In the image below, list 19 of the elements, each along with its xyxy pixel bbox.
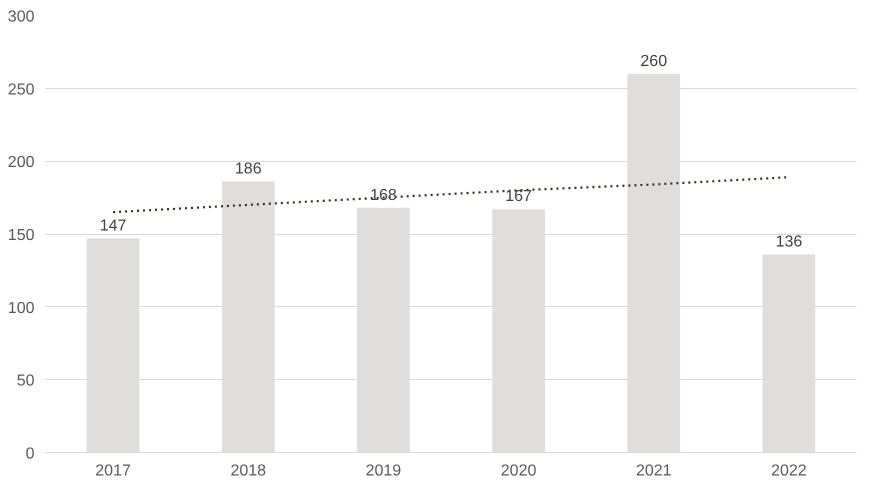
data-label: 167 <box>505 188 532 206</box>
x-tick-label: 2017 <box>95 462 131 480</box>
x-tick-label: 2020 <box>500 462 536 480</box>
x-tick-label: 2018 <box>230 462 266 480</box>
y-tick-label: 150 <box>8 227 35 244</box>
x-tick-label: 2019 <box>366 462 402 480</box>
data-label: 168 <box>370 186 397 204</box>
data-label: 136 <box>776 233 802 250</box>
y-tick-label: 200 <box>8 154 35 172</box>
data-label: 186 <box>234 160 262 178</box>
x-tick-label: 2022 <box>771 462 807 480</box>
data-label: 260 <box>640 52 668 70</box>
y-tick-label: 50 <box>16 372 35 390</box>
data-label: 147 <box>100 217 127 234</box>
y-tick-label: 0 <box>26 446 35 462</box>
y-tick-label: 250 <box>8 81 35 98</box>
x-tick-label: 2021 <box>636 462 672 480</box>
y-tick-label: 100 <box>8 300 35 317</box>
y-tick-label: 300 <box>8 8 35 26</box>
